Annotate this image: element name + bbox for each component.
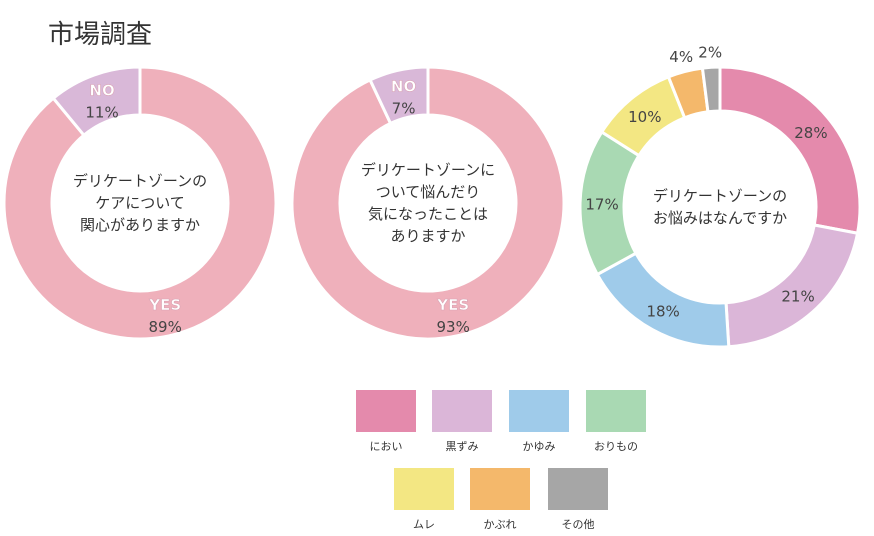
slice-NO — [368, 65, 430, 126]
center-text-line: 気になったことは — [368, 205, 488, 223]
legend-item: ムレ — [394, 468, 454, 532]
slice-黒ずみ — [724, 223, 860, 349]
legend-item: 黒ずみ — [432, 390, 492, 454]
slice-かゆみ — [595, 251, 731, 349]
slice-NO — [51, 65, 142, 138]
legend-label: 黒ずみ — [445, 440, 479, 453]
slice-value-YES: 89% — [149, 318, 182, 336]
legend-swatch — [432, 390, 492, 432]
legend-swatch — [509, 390, 569, 432]
slice-value-NO: 11% — [85, 104, 118, 122]
legend-item: におい — [356, 390, 416, 454]
slice-value-その他: 2% — [698, 43, 722, 61]
legend-item: おりもの — [586, 390, 646, 454]
center-text-line: デリケートゾーンの — [73, 172, 207, 190]
legend-label: かぶれ — [483, 518, 517, 531]
legend-label: ムレ — [413, 518, 435, 531]
slice-value-かゆみ: 18% — [646, 302, 679, 320]
slice-label-YES: YES — [436, 296, 469, 314]
center-text-line: ありますか — [390, 227, 465, 245]
slice-label-YES: YES — [148, 296, 181, 314]
center-text-line: ついて悩んだり — [376, 183, 481, 201]
legend-label: かゆみ — [522, 440, 556, 453]
center-text-line: ケアについて — [95, 194, 185, 212]
slice-YES — [290, 65, 566, 341]
center-text-line: デリケートゾーンに — [361, 161, 495, 179]
center-text-line: 関心がありますか — [80, 216, 200, 234]
legend-swatch — [470, 468, 530, 510]
slice-value-ムレ: 10% — [628, 108, 661, 126]
legend-label: おりもの — [594, 440, 638, 453]
legend-swatch — [586, 390, 646, 432]
legend-item: かゆみ — [509, 390, 569, 454]
slice-value-黒ずみ: 21% — [781, 288, 814, 306]
slice-value-おりもの: 17% — [585, 195, 618, 213]
legend-swatch — [548, 468, 608, 510]
slice-value-におい: 28% — [794, 124, 827, 142]
slice-value-かぶれ: 4% — [669, 48, 693, 66]
slice-その他 — [700, 65, 722, 114]
slice-label-NO: NO — [391, 78, 416, 96]
legend-item: その他 — [548, 468, 608, 532]
legend-item: かぶれ — [470, 468, 530, 532]
page-title: 市場調査 — [48, 20, 153, 50]
slice-label-NO: NO — [89, 82, 114, 100]
legend-label: その他 — [561, 518, 595, 531]
slice-value-NO: 7% — [392, 100, 416, 118]
center-text-line: お悩みはなんですか — [653, 209, 787, 227]
slice-value-YES: 93% — [437, 318, 470, 336]
legend-label: におい — [369, 440, 403, 453]
center-text-line: デリケートゾーンの — [653, 187, 787, 205]
legend-swatch — [394, 468, 454, 510]
legend-swatch — [356, 390, 416, 432]
slice-YES — [2, 65, 278, 341]
